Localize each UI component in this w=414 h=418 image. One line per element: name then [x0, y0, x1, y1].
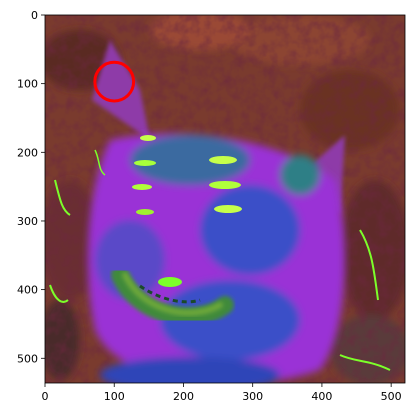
y-tick-label: 400 — [17, 284, 38, 297]
image-plot — [45, 15, 405, 383]
y-tick-label: 500 — [17, 352, 38, 365]
cat-smile — [111, 266, 234, 326]
x-tick-label: 300 — [242, 390, 263, 403]
axes-frame — [44, 14, 406, 384]
red-circle-marker — [93, 60, 136, 103]
cat-face — [87, 133, 345, 383]
whisker-highlights — [49, 135, 391, 371]
y-tick-label: 0 — [31, 9, 38, 22]
y-tick-label: 300 — [17, 215, 38, 228]
x-tick-label: 500 — [381, 390, 402, 403]
x-tick-label: 400 — [311, 390, 332, 403]
x-tick-label: 200 — [173, 390, 194, 403]
y-axis: 0 100 200 300 400 500 — [17, 9, 45, 365]
y-tick-label: 100 — [17, 78, 38, 91]
x-tick-label: 0 — [42, 390, 49, 403]
x-axis: 0 100 200 300 400 500 — [42, 383, 402, 403]
x-tick-label: 100 — [104, 390, 125, 403]
y-tick-label: 200 — [17, 146, 38, 159]
